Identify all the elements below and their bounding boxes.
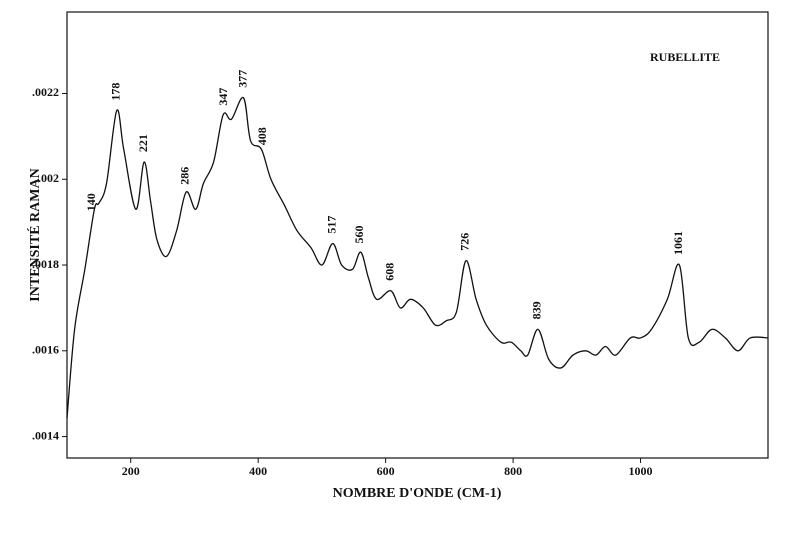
peak-label: 1061 (671, 231, 685, 255)
x-tick-label: 1000 (629, 464, 653, 478)
x-tick-label: 800 (504, 464, 522, 478)
y-tick-label: .0018 (32, 257, 59, 271)
x-tick-label: 200 (122, 464, 140, 478)
chart-title: RUBELLITE (650, 50, 720, 64)
x-axis-label: NOMBRE D'ONDE (CM-1) (333, 486, 502, 501)
plot-frame (66, 11, 769, 459)
peak-label: 408 (255, 127, 269, 145)
y-tick-label: .0022 (32, 85, 59, 99)
peak-label: 839 (530, 301, 544, 319)
peak-label: 517 (324, 216, 338, 234)
peak-label: 221 (136, 134, 150, 152)
y-axis-label: INTENSITÉ RAMAN (26, 168, 43, 301)
peak-label: 178 (108, 83, 122, 101)
peak-label: 347 (216, 88, 230, 106)
y-tick-label: .002 (38, 171, 59, 185)
peak-label: 286 (177, 167, 191, 185)
peak-label: 140 (84, 193, 98, 211)
peak-label: 608 (382, 263, 396, 281)
peak-label: 560 (352, 225, 366, 243)
x-tick-label: 600 (377, 464, 395, 478)
x-tick-label: 400 (249, 464, 267, 478)
peak-label: 726 (458, 233, 472, 251)
peak-label: 377 (235, 70, 249, 88)
y-tick-label: .0016 (32, 343, 59, 357)
y-tick-label: .0014 (32, 428, 59, 442)
spectrum-line (66, 96, 769, 419)
